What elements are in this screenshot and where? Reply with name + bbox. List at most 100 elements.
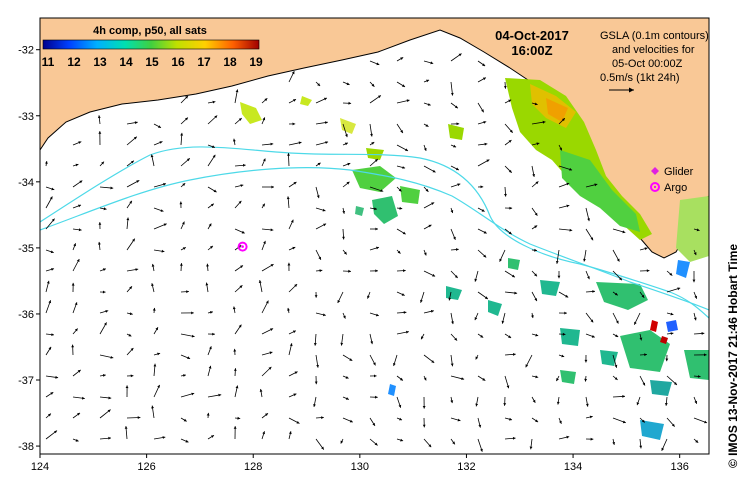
velocity-arrow-head [71, 282, 75, 286]
velocity-arrow-head [670, 312, 674, 316]
velocity-arrow-head [508, 169, 512, 173]
velocity-arrow-head [557, 275, 561, 279]
velocity-arrow-head [646, 269, 650, 273]
velocity-arrow-head [264, 98, 268, 102]
info-line-2: and velocities for [612, 44, 695, 56]
velocity-arrow-head [294, 371, 298, 375]
velocity-arrow-head [399, 417, 402, 421]
velocity-arrow-head [294, 284, 298, 287]
velocity-arrow-head [238, 118, 242, 121]
velocity-arrow-head [432, 273, 436, 277]
argo-legend-item: Argo [650, 182, 687, 194]
velocity-arrow-head [212, 145, 215, 148]
velocity-arrow-head [456, 248, 459, 251]
velocity-arrow-head [182, 247, 186, 250]
velocity-arrow-head [399, 206, 403, 210]
velocity-arrow-head [535, 181, 539, 185]
velocity-arrow-head [102, 290, 106, 294]
velocity-arrow-head [457, 183, 461, 187]
velocity-arrow-head [423, 377, 427, 381]
velocity-arrow-head [701, 332, 705, 335]
velocity-arrow-head [211, 435, 214, 438]
velocity-arrow-head [694, 295, 697, 299]
velocity-arrow-head [98, 241, 101, 245]
velocity-arrow-head [697, 375, 701, 378]
velocity-arrow-head [367, 295, 370, 299]
velocity-arrow-head [428, 444, 432, 448]
velocity-arrow-head [529, 446, 533, 450]
lat-tick-label: -34 [18, 177, 34, 189]
velocity-arrow-head [150, 154, 154, 158]
velocity-arrow-head [213, 189, 217, 193]
velocity-arrow-head [259, 389, 263, 392]
velocity-arrow-head [566, 204, 570, 208]
velocity-arrow-head [474, 278, 478, 282]
velocity-arrow-head [345, 397, 349, 400]
velocity-arrow-head [431, 202, 435, 205]
time-line: 16:00Z [511, 43, 552, 58]
velocity-arrow-head [232, 306, 236, 310]
velocity-arrow-head [400, 438, 404, 442]
velocity-arrow-head [182, 221, 185, 225]
velocity-arrow-head [531, 315, 534, 318]
velocity-arrow-head [535, 375, 539, 379]
velocity-arrow-head [425, 188, 429, 192]
velocity-arrow-head [287, 153, 290, 156]
velocity-arrow-head [317, 83, 321, 86]
velocity-arrow-head [375, 395, 378, 399]
velocity-arrow-head [405, 148, 408, 151]
velocity-arrow-head [504, 193, 507, 197]
velocity-arrow-head [474, 317, 478, 321]
velocity-arrow-head [103, 207, 107, 211]
velocity-arrow-head [155, 327, 158, 331]
velocity-arrow-head [129, 312, 133, 316]
velocity-arrow-head [182, 183, 186, 186]
longitude-axis: 124 126 128 130 132 134 136 [31, 454, 689, 473]
colorbar-tick-label: 14 [119, 55, 133, 69]
velocity-arrow-head [344, 142, 348, 146]
velocity-arrow-head [556, 401, 560, 405]
velocity-arrow-head [514, 291, 518, 295]
velocity-arrow-head [565, 294, 569, 298]
velocity-arrow-head [587, 276, 590, 280]
velocity-arrow-head [292, 330, 296, 334]
velocity-arrow-head [374, 442, 378, 446]
velocity-arrow-head [594, 183, 598, 187]
velocity-arrow-head [75, 163, 79, 167]
sst-patches [240, 78, 709, 440]
velocity-arrow-head [482, 77, 486, 81]
velocity-arrow-head [132, 238, 135, 242]
velocity-arrow-head [212, 100, 216, 104]
velocity-arrow-head [343, 315, 346, 319]
lon-tick-label: 132 [457, 461, 475, 473]
velocity-arrow-head [317, 162, 321, 166]
velocity-arrow-head [406, 99, 410, 103]
velocity-arrow-head [271, 185, 274, 189]
velocity-arrow-head [371, 83, 375, 87]
velocity-arrow-head [82, 396, 85, 400]
velocity-arrow-head [130, 348, 134, 351]
velocity-arrow-head [258, 280, 262, 283]
velocity-arrow-head [51, 218, 55, 222]
velocity-arrow-head [480, 448, 483, 452]
velocity-arrow-head [535, 333, 539, 337]
velocity-arrow-head [535, 419, 539, 423]
velocity-arrow-head [51, 187, 55, 191]
velocity-arrow-head [183, 374, 186, 377]
velocity-arrow-head [185, 439, 189, 443]
velocity-arrow-head [240, 265, 243, 269]
velocity-arrow-head [512, 436, 516, 440]
lat-tick-label: -38 [18, 441, 34, 453]
velocity-arrows [45, 53, 708, 452]
velocity-arrow-head [555, 261, 559, 264]
lon-tick-label: 130 [351, 461, 369, 473]
velocity-arrow-head [636, 402, 640, 406]
velocity-arrow-head [212, 332, 215, 336]
colorbar-title: 4h comp, p50, all sats [93, 25, 207, 37]
colorbar-tick-label: 15 [145, 55, 159, 69]
velocity-arrow-head [104, 322, 107, 326]
velocity-arrow-head [102, 374, 106, 377]
velocity-arrow-head [125, 385, 129, 389]
velocity-arrow-head [677, 287, 681, 291]
velocity-arrow-head [110, 356, 114, 359]
